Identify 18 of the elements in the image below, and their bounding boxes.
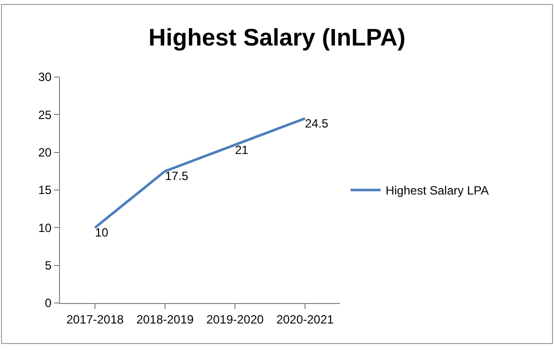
line-series [94, 117, 306, 229]
y-tick-label: 25 [38, 108, 52, 122]
y-tick-label: 20 [38, 146, 52, 160]
data-label: 21 [235, 142, 249, 157]
y-tick-label: 30 [38, 70, 52, 84]
data-label: 17.5 [165, 169, 189, 184]
chart-title: Highest Salary (InLPA) [148, 24, 406, 52]
legend-label: Highest Salary LPA [386, 184, 489, 198]
x-tick-label: 2017-2018 [66, 312, 124, 326]
data-label: 10 [95, 226, 109, 240]
y-tick-label: 5 [44, 258, 52, 273]
x-tick-label: 2020-2021 [276, 312, 334, 326]
y-tick-label: 0 [44, 296, 52, 310]
data-label: 24.5 [305, 116, 329, 130]
y-tick-label: 10 [38, 220, 52, 235]
y-tick-label: 15 [38, 183, 52, 198]
x-tick-label: 2018-2019 [136, 312, 194, 326]
x-tick-label: 2019-2020 [206, 312, 264, 326]
